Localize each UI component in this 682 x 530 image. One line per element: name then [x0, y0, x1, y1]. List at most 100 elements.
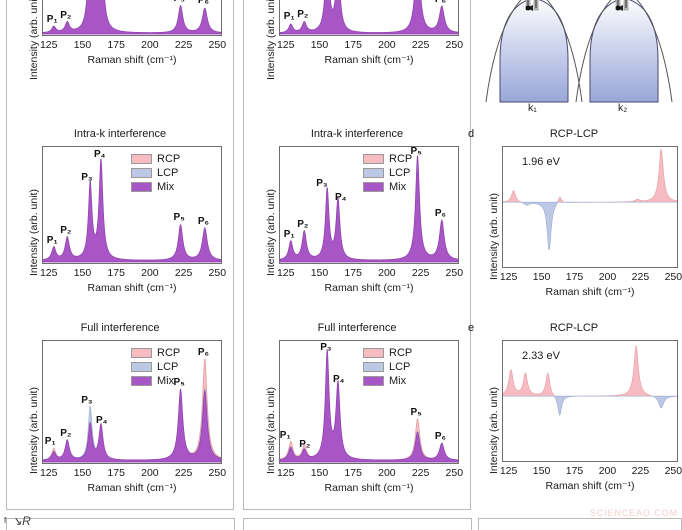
peak-label-P₆: P₆ [197, 346, 210, 358]
x-tick-200: 200 [598, 271, 617, 283]
panel-c-bot: Full interference Intensity (arb. unit) … [243, 322, 471, 512]
plot-area-b-bot [42, 340, 222, 464]
legend-item-mix[interactable]: Mix [363, 374, 412, 388]
x-axis-label-c-bot: Raman shift (cm⁻¹) [324, 482, 414, 494]
x-tick-125: 125 [499, 271, 518, 283]
stub-glyph: ↘R [12, 514, 31, 528]
panel-title-b-mid: Intra-k interference [73, 128, 167, 140]
legend-swatch-rcp [131, 154, 152, 164]
x-tick-225: 225 [411, 39, 430, 51]
legend-label-mix: Mix [389, 180, 407, 193]
legend-item-lcp[interactable]: LCP [131, 166, 180, 180]
panel-e: e RCP-LCP Intensity (arb. unit) 2.33 eV … [466, 322, 682, 512]
x-tick-175: 175 [565, 271, 584, 283]
x-tick-200: 200 [378, 467, 396, 479]
annotation-d-energy: 1.96 eV [522, 156, 560, 168]
x-tick-labels-c-top: 125 150 175 200 225 250 [276, 38, 463, 52]
panel-title-b-bot: Full interference [80, 322, 160, 334]
x-tick-225: 225 [631, 465, 650, 477]
legend-item-lcp[interactable]: LCP [363, 166, 412, 180]
x-tick-labels-c-mid: 125 150 175 200 225 250 [277, 266, 463, 280]
legend-swatch-rcp [363, 154, 384, 164]
peak-label-P₅: P₅ [173, 377, 185, 389]
legend-label-lcp: LCP [389, 166, 411, 179]
peak-label-P₂: P₂ [297, 9, 309, 21]
plot-area-b-top [42, 0, 222, 36]
x-tick-labels-c-bot: 125 150 175 200 225 250 [277, 466, 463, 480]
x-tick-250: 250 [664, 271, 682, 283]
peak-label-P₅: P₅ [173, 212, 185, 224]
peak-label-P₆: P₆ [434, 208, 447, 220]
peak-label-P₁: P₁ [283, 11, 295, 23]
peak-label-P₆: P₆ [197, 0, 210, 7]
x-tick-labels-b-top: 125 150 175 200 225 250 [39, 38, 226, 52]
legend-item-rcp[interactable]: RCP [363, 152, 412, 166]
panel-b-top: Intensity (arb. unit) 125 150 175 200 225 250… [6, 0, 234, 112]
plot-area-c-top [279, 0, 459, 36]
legend-item-rcp[interactable]: RCP [131, 152, 180, 166]
peak-label-P₂: P₂ [60, 225, 72, 237]
k-label-k2: k₂ [618, 102, 628, 114]
peak-label-P₁: P₁ [46, 235, 58, 247]
x-tick-125: 125 [276, 39, 295, 51]
legend-item-mix[interactable]: Mix [363, 180, 412, 194]
x-tick-150: 150 [73, 467, 92, 479]
x-tick-labels-d: 125 150 175 200 225 250 [499, 270, 682, 284]
difference-trace-negative [503, 201, 677, 251]
peak-label-P₃: P₃ [81, 394, 93, 406]
legend-swatch-lcp [363, 362, 384, 372]
x-tick-250: 250 [664, 465, 682, 477]
x-tick-175: 175 [344, 467, 362, 479]
panel-letter-d: d [468, 128, 475, 140]
x-tick-175: 175 [107, 39, 125, 51]
x-tick-labels-b-bot: 125 150 175 200 225 250 [40, 466, 226, 480]
x-tick-225: 225 [174, 467, 193, 479]
valence-band-k1 [499, 0, 569, 103]
y-axis-label-c-mid: Intensity (arb. unit) [265, 189, 277, 276]
legend-label-rcp: RCP [389, 152, 413, 165]
spectrum-b_mid [43, 158, 221, 263]
spectrum-trace-mix [43, 158, 221, 263]
legend-item-lcp[interactable]: LCP [363, 360, 412, 374]
spectrum-c_mid [280, 155, 458, 263]
legend-item-mix[interactable]: Mix [131, 180, 180, 194]
transition-label-t1: T₁ [506, 0, 515, 1]
legend-b-bot: RCP LCP Mix [131, 346, 180, 388]
x-tick-150: 150 [310, 267, 329, 279]
legend-label-rcp: RCP [389, 346, 413, 359]
x-tick-150: 150 [73, 267, 92, 279]
transition-dot-t3 [615, 5, 621, 11]
band-diagram-svg [485, 0, 673, 103]
x-tick-250: 250 [445, 39, 464, 51]
difference-trace-negative [503, 395, 677, 416]
spectrum-trace-mix [280, 348, 458, 463]
peak-label-P₁: P₁ [283, 229, 295, 241]
legend-item-rcp[interactable]: RCP [363, 346, 412, 360]
peak-label-P₄: P₄ [334, 191, 347, 203]
legend-label-mix: Mix [157, 374, 175, 387]
x-tick-175: 175 [107, 467, 125, 479]
peak-label-P₄: P₄ [95, 414, 108, 426]
x-axis-label-c-top: Raman shift (cm⁻¹) [324, 54, 414, 66]
peak-label-P₁: P₁ [279, 429, 291, 441]
legend-swatch-lcp [131, 168, 152, 178]
peak-label-P₆: P₆ [197, 215, 210, 227]
x-tick-175: 175 [344, 267, 362, 279]
transition-dot-t1 [525, 5, 531, 11]
legend-item-lcp[interactable]: LCP [131, 360, 180, 374]
panel-title-c-mid: Intra-k interference [310, 128, 404, 140]
x-tick-150: 150 [532, 271, 551, 283]
plot-area-d [502, 146, 678, 268]
y-axis-label-e: Intensity (arb. unit) [488, 387, 500, 474]
x-tick-150: 150 [73, 39, 92, 51]
panel-title-d: RCP-LCP [549, 128, 599, 140]
y-axis-label-d: Intensity (arb. unit) [488, 193, 500, 280]
legend-item-rcp[interactable]: RCP [131, 346, 180, 360]
panel-c-top: Intensity (arb. unit) 125 150 175 200 225 250… [243, 0, 471, 112]
legend-item-mix[interactable]: Mix [131, 374, 180, 388]
y-axis-label-b-bot: Intensity (arb. unit) [28, 387, 40, 474]
y-axis-label-b-mid: Intensity (arb. unit) [28, 189, 40, 276]
peak-label-P₂: P₂ [297, 219, 309, 231]
x-tick-125: 125 [39, 39, 58, 51]
y-axis-label-b-top: Intensity (arb. unit) [28, 0, 40, 80]
